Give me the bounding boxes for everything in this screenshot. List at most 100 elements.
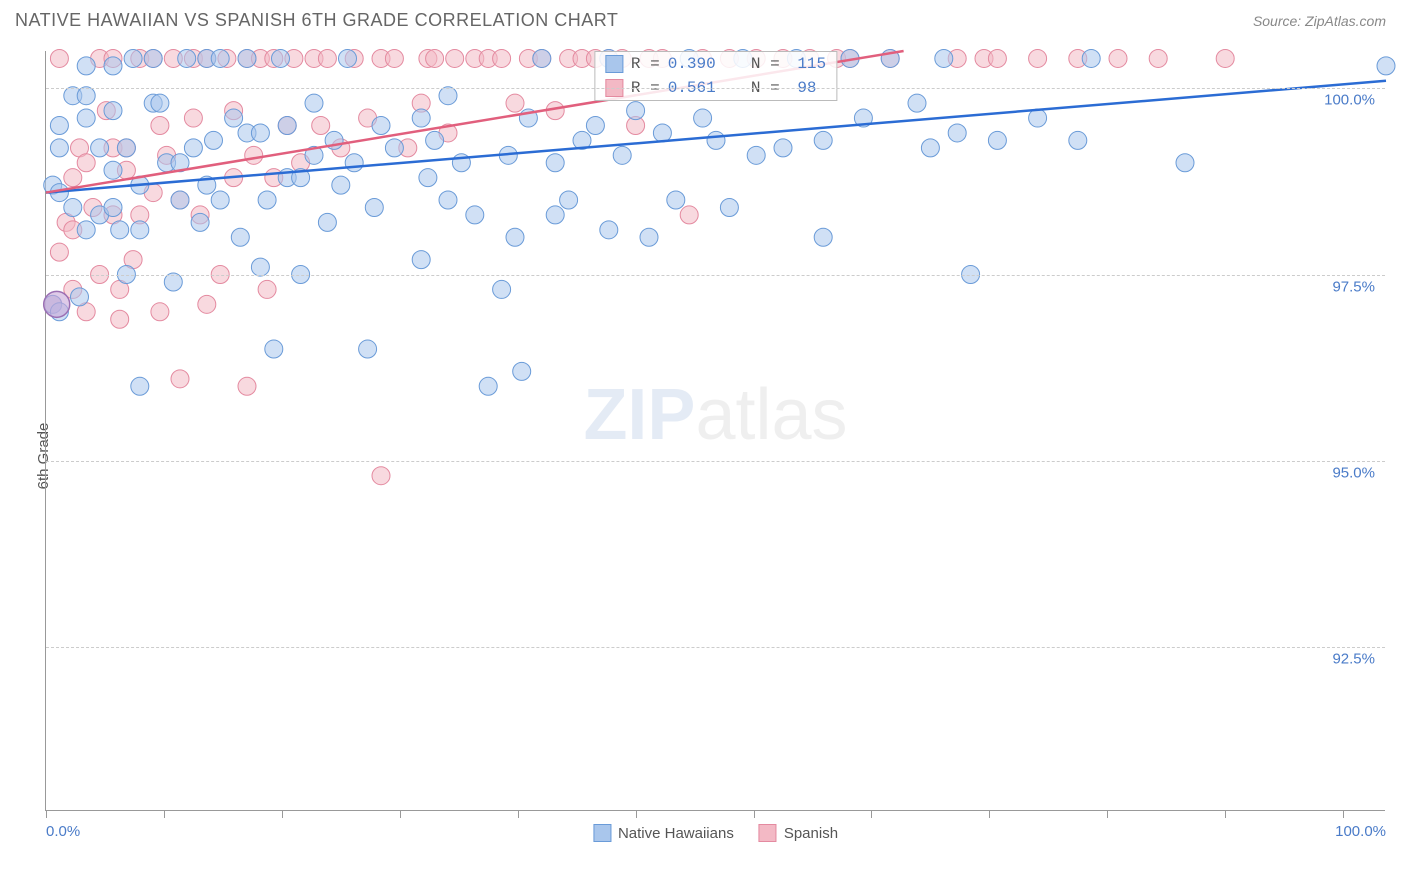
data-point [225,109,243,127]
data-point [184,109,202,127]
x-tick [989,810,990,818]
data-point [278,117,296,135]
chart-container: 6th Grade ZIPatlas R =0.390 N = 115R =0.… [0,36,1406,876]
data-point [178,49,196,67]
data-point [546,154,564,172]
data-point [935,49,953,67]
plot-area: ZIPatlas R =0.390 N = 115R =0.561 N = 98… [45,51,1385,811]
data-point [77,154,95,172]
data-point [151,117,169,135]
data-point [64,198,82,216]
data-point [1082,49,1100,67]
data-point [191,213,209,231]
data-point [64,169,82,187]
data-point [814,228,832,246]
data-point [720,198,738,216]
y-tick-label: 95.0% [1332,464,1375,481]
legend-swatch [759,824,777,842]
data-point [506,94,524,112]
data-point [238,377,256,395]
highlight-point [44,291,70,317]
x-tick [518,810,519,818]
data-point [1377,57,1395,75]
data-point [258,280,276,298]
data-point [385,49,403,67]
data-point [111,221,129,239]
scatter-svg [46,51,1385,810]
x-tick [754,810,755,818]
chart-title: NATIVE HAWAIIAN VS SPANISH 6TH GRADE COR… [15,10,618,31]
chart-header: NATIVE HAWAIIAN VS SPANISH 6TH GRADE COR… [0,0,1406,36]
x-tick [1343,810,1344,818]
data-point [694,109,712,127]
data-point [345,154,363,172]
data-point [251,124,269,142]
data-point [50,243,68,261]
legend-label: Native Hawaiians [618,825,734,842]
data-point [653,124,671,142]
data-point [426,131,444,149]
data-point [359,340,377,358]
data-point [104,198,122,216]
data-point [506,228,524,246]
data-point [77,57,95,75]
data-point [667,191,685,209]
data-point [171,370,189,388]
legend-label: Spanish [784,825,838,842]
data-point [600,221,618,239]
x-tick [282,810,283,818]
x-tick-label: 100.0% [1335,823,1386,840]
data-point [533,49,551,67]
x-tick [400,810,401,818]
data-point [205,131,223,149]
data-point [151,303,169,321]
data-point [385,139,403,157]
data-point [640,228,658,246]
data-point [104,57,122,75]
legend-item: Native Hawaiians [593,824,734,842]
data-point [747,146,765,164]
data-point [446,49,464,67]
data-point [131,221,149,239]
legend: Native Hawaiians Spanish [593,824,838,842]
data-point [439,191,457,209]
stats-row: R =0.390 N = 115 [595,52,836,76]
chart-source: Source: ZipAtlas.com [1253,13,1386,29]
data-point [131,377,149,395]
grid-line [46,647,1385,648]
x-tick [636,810,637,818]
data-point [439,87,457,105]
data-point [1029,49,1047,67]
data-point [318,49,336,67]
data-point [332,176,350,194]
data-point [908,94,926,112]
data-point [948,124,966,142]
data-point [1176,154,1194,172]
data-point [231,228,249,246]
data-point [921,139,939,157]
data-point [50,117,68,135]
data-point [91,139,109,157]
data-point [77,87,95,105]
stats-n-label: N = [751,55,780,73]
data-point [513,362,531,380]
data-point [419,169,437,187]
data-point [151,94,169,112]
stats-r-label: R = [631,55,660,73]
data-point [493,280,511,298]
data-point [546,206,564,224]
data-point [71,288,89,306]
data-point [372,117,390,135]
data-point [238,49,256,67]
data-point [111,310,129,328]
data-point [104,161,122,179]
data-point [171,191,189,209]
data-point [1149,49,1167,67]
y-tick-label: 92.5% [1332,651,1375,668]
data-point [412,251,430,269]
x-tick-label: 0.0% [46,823,80,840]
x-tick [1107,810,1108,818]
data-point [412,109,430,127]
data-point [211,191,229,209]
data-point [124,49,142,67]
